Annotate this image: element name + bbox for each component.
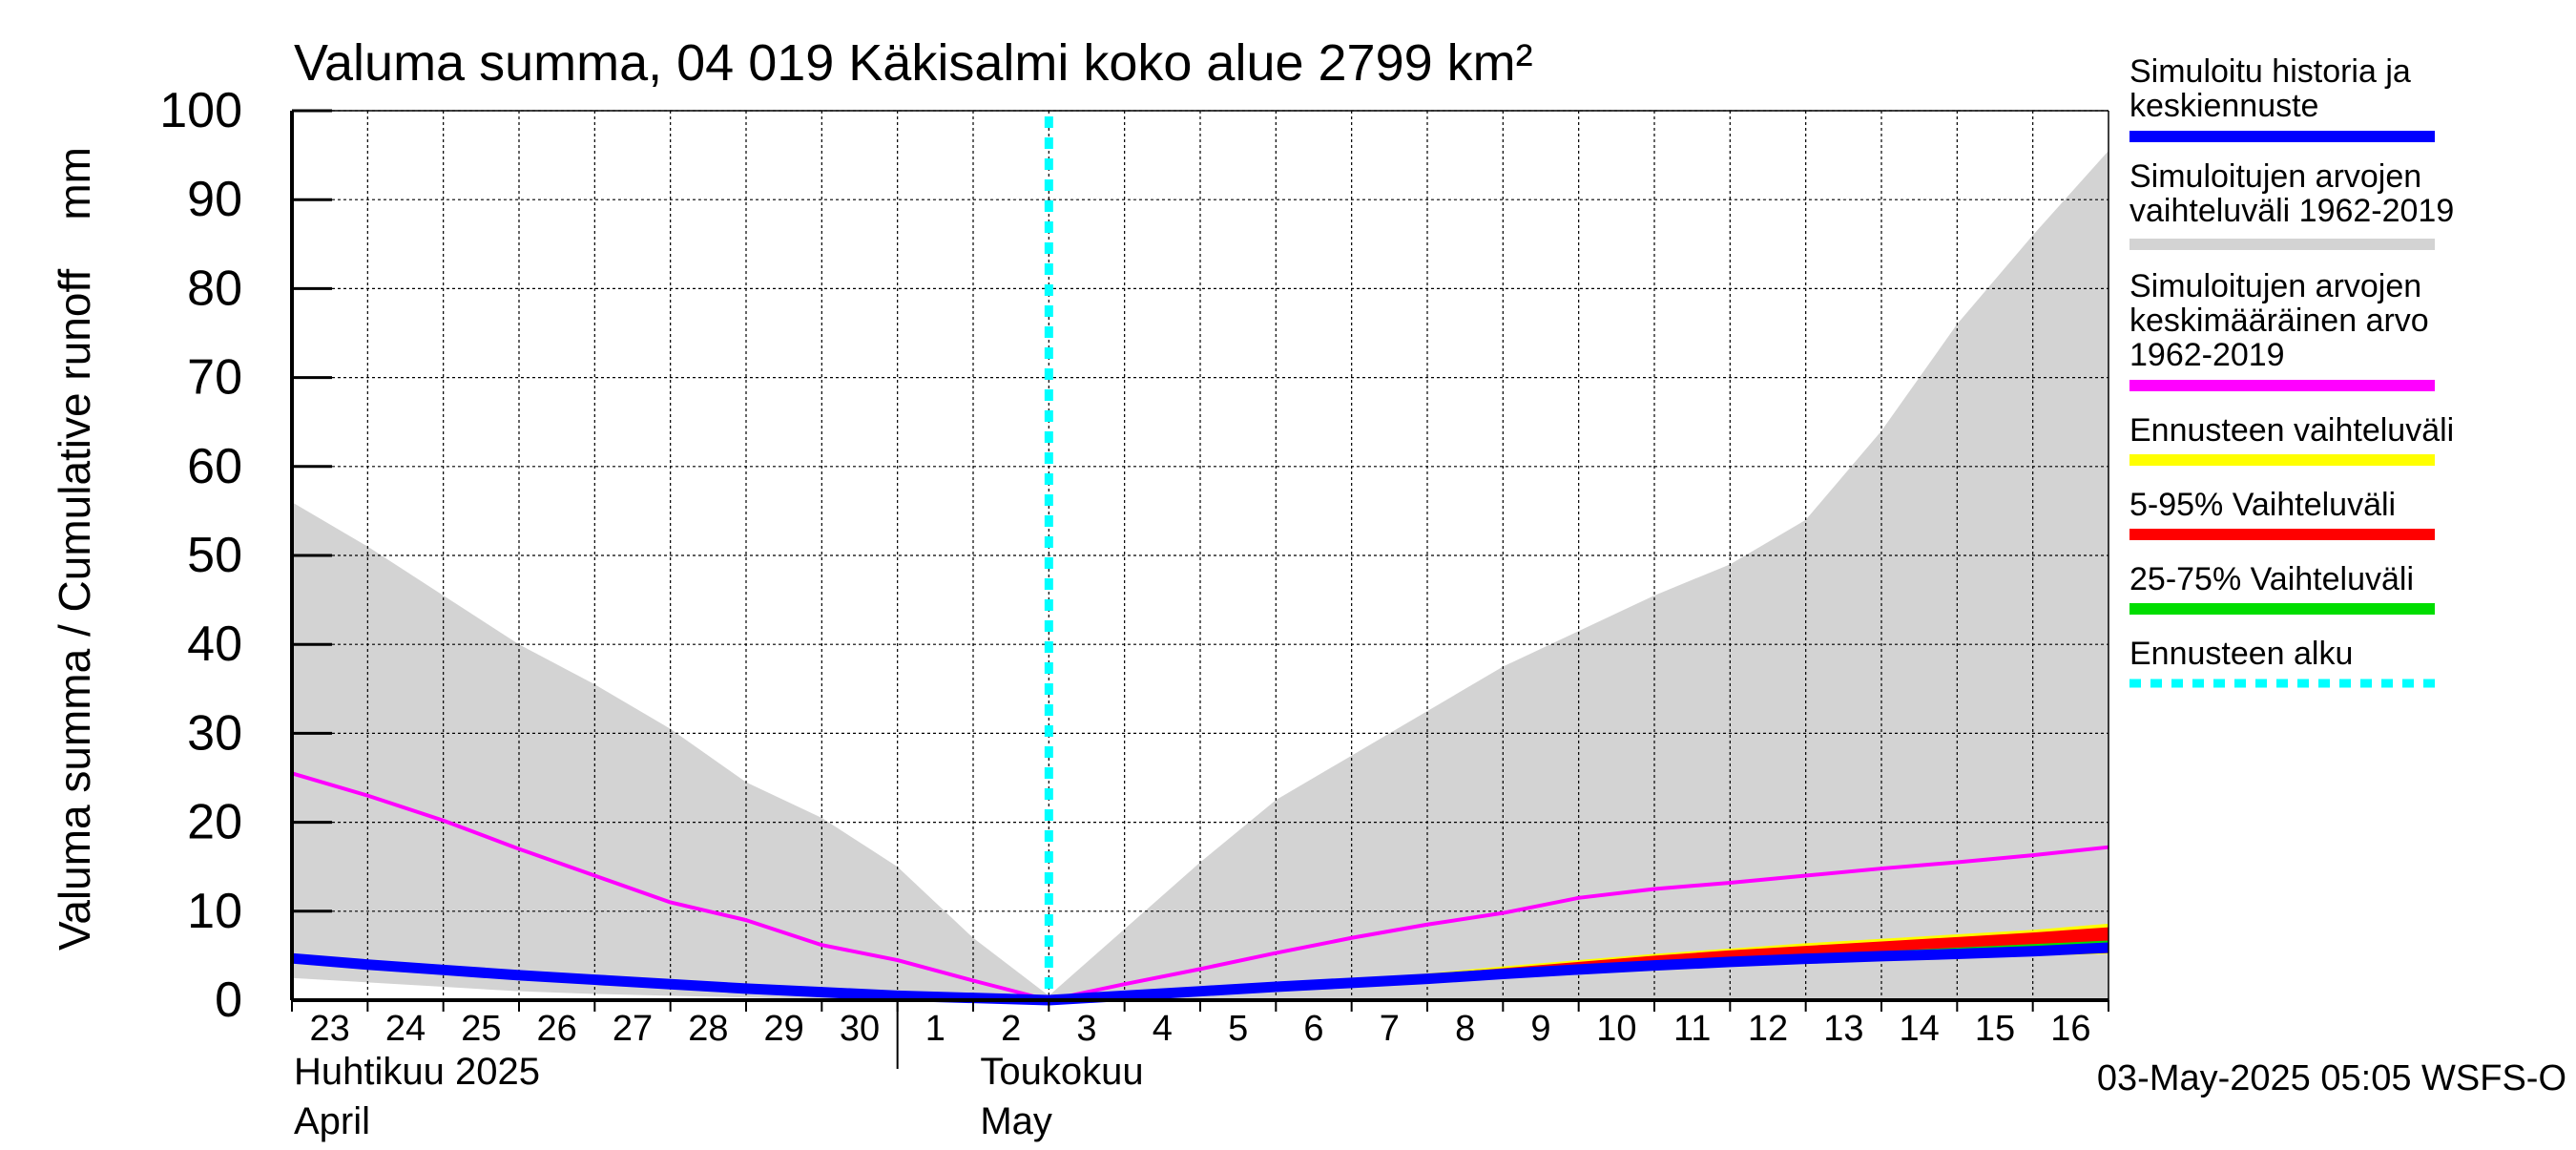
x-tick-label: 11 [1673,1009,1711,1049]
y-tick-label: 40 [187,617,242,672]
x-tick-label: 14 [1900,1009,1940,1049]
month-label-fi: Huhtikuu 2025 [294,1051,540,1093]
x-tick-label: 5 [1228,1009,1248,1049]
y-tick-label: 100 [159,83,242,138]
x-tick-label: 27 [613,1009,653,1049]
y-tick-label: 80 [187,261,242,316]
x-tick-label: 30 [840,1009,880,1049]
legend-item: 25-75% Vaihteluväli [2129,561,2435,615]
y-axis-label: Valuma summa / Cumulative runoff mm [50,147,99,951]
month-label-fi: Toukokuu [980,1051,1143,1093]
x-tick-label: 1 [925,1009,945,1049]
series-line-simuloitu-historia-ja-keskiennuste [291,942,2109,1006]
x-tick-label: 26 [537,1009,577,1049]
legend-label: 5-95% Vaihteluväli [2129,487,2396,523]
legend-item: 5-95% Vaihteluväli [2129,487,2435,540]
x-tick-label: 3 [1076,1009,1096,1049]
x-tick-label: 10 [1596,1009,1636,1049]
y-tick-label: 30 [187,705,242,761]
x-tick-label: 29 [764,1009,804,1049]
legend-label: 1962-2019 [2129,337,2285,373]
legend-label: vaihteluväli 1962-2019 [2129,193,2454,229]
legend-label: keskiennuste [2129,88,2318,124]
legend-label: Simuloitu historia ja [2129,53,2411,90]
footer-timestamp: 03-May-2025 05:05 WSFS-O [2097,1058,2566,1098]
x-tick-label: 6 [1303,1009,1323,1049]
legend-label: Ennusteen vaihteluväli [2129,412,2454,449]
x-tick-label: 9 [1530,1009,1550,1049]
x-tick-label: 4 [1153,1009,1173,1049]
x-tick-label: 28 [688,1009,728,1049]
x-tick-label: 24 [385,1009,426,1049]
legend-label: keskimääräinen arvo [2129,303,2429,339]
legend-item: Ennusteen vaihteluväli [2129,412,2454,466]
x-tick-label: 25 [461,1009,501,1049]
x-tick-label: 13 [1823,1009,1863,1049]
legend-label: Ennusteen alku [2129,636,2353,672]
chart-title: Valuma summa, 04 019 Käkisalmi koko alue… [294,34,1533,92]
legend-label: Simuloitujen arvojen [2129,158,2421,195]
x-tick-label: 7 [1380,1009,1400,1049]
series-band-5-95-vaihteluv-li [1049,927,2109,1000]
y-tick-label: 10 [187,884,242,939]
y-tick-label: 90 [187,172,242,227]
y-tick-label: 50 [187,528,242,583]
x-tick-label: 2 [1001,1009,1021,1049]
y-tick-label: 70 [187,350,242,406]
month-label-en: April [294,1100,370,1142]
legend-item: Ennusteen alku [2129,636,2435,688]
y-tick-label: 60 [187,439,242,494]
x-tick-label: 15 [1975,1009,2015,1049]
legend-label: 25-75% Vaihteluväli [2129,561,2414,597]
legend-label: Simuloitujen arvojen [2129,268,2421,304]
series-line-simuloitujen-arvojen-keskim-r-inen-arvo-1962-2019 [291,771,2109,1002]
y-tick-label: 20 [187,795,242,850]
y-tick-label: 0 [215,972,242,1028]
month-label-en: May [980,1100,1052,1142]
x-tick-label: 8 [1455,1009,1475,1049]
x-tick-label: 12 [1748,1009,1788,1049]
x-tick-label: 23 [310,1009,350,1049]
x-tick-label: 16 [2050,1009,2090,1049]
